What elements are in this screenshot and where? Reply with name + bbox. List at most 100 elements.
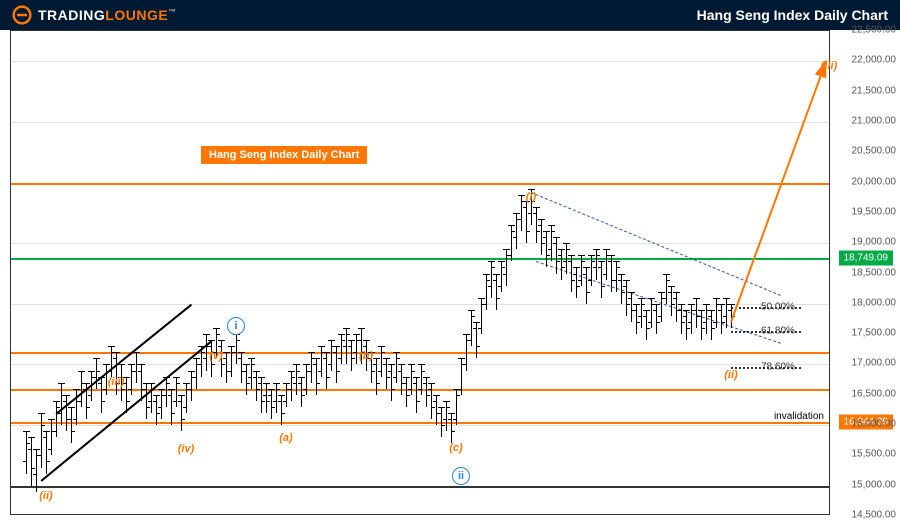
ohlc-bar (321, 346, 322, 376)
ohlc-bar (301, 377, 302, 407)
ohlc-bar (691, 304, 692, 334)
ohlc-bar (571, 255, 572, 291)
y-axis-tick: 21,000.00 (852, 115, 897, 126)
ohlc-bar (136, 352, 137, 382)
ohlc-bar (616, 261, 617, 291)
ohlc-bar (411, 364, 412, 394)
wave-label: (ii) (39, 490, 52, 502)
wave-label: (b) (359, 350, 373, 362)
horizontal-line (11, 422, 829, 424)
ohlc-bar (711, 310, 712, 340)
logo-text: TRADINGLOUNGE™ (38, 7, 177, 23)
ohlc-bar (286, 383, 287, 407)
ohlc-bar (356, 334, 357, 364)
y-axis-tick: 18,500.00 (852, 267, 897, 278)
ohlc-bar (131, 364, 132, 394)
ohlc-bar (46, 431, 47, 473)
chart-title-badge: Hang Seng Index Daily Chart (201, 146, 367, 164)
y-axis-tick: 19,500.00 (852, 206, 897, 217)
ohlc-bar (76, 389, 77, 425)
ohlc-bar (261, 377, 262, 413)
ohlc-bar (511, 225, 512, 261)
y-axis-tick: 17,000.00 (852, 358, 897, 369)
ohlc-bar (311, 352, 312, 382)
ohlc-bar (31, 437, 32, 486)
ohlc-bar (196, 358, 197, 388)
ohlc-bar (271, 389, 272, 419)
wave-label: (iii) (108, 376, 125, 388)
ohlc-bar (86, 383, 87, 419)
ohlc-bar (336, 346, 337, 382)
ohlc-bar (526, 201, 527, 243)
ohlc-bar (466, 334, 467, 370)
ohlc-bar (726, 298, 727, 328)
chart-area: Hang Seng Index Daily Chart 18,749.0916,… (10, 30, 830, 515)
ohlc-bar (206, 334, 207, 370)
ohlc-bar (631, 292, 632, 322)
ohlc-bar (501, 261, 502, 291)
gridline (11, 122, 829, 123)
ohlc-bar (331, 340, 332, 370)
ohlc-bar (156, 395, 157, 425)
ohlc-bar (436, 395, 437, 425)
y-axis-tick: 15,500.00 (852, 449, 897, 460)
ohlc-bar (671, 286, 672, 316)
ohlc-bar (576, 267, 577, 297)
ohlc-bar (621, 274, 622, 304)
ohlc-bar (646, 310, 647, 340)
ohlc-bar (306, 364, 307, 394)
ohlc-bar (141, 364, 142, 400)
ohlc-bar (251, 358, 252, 388)
ohlc-bar (346, 328, 347, 364)
ohlc-bar (716, 298, 717, 328)
ohlc-bar (641, 298, 642, 328)
header-title: Hang Seng Index Daily Chart (697, 7, 888, 23)
ohlc-bar (236, 334, 237, 364)
ohlc-bar (56, 401, 57, 437)
ohlc-bar (171, 389, 172, 425)
horizontal-line (11, 183, 829, 185)
ohlc-bar (181, 395, 182, 431)
ohlc-bar (146, 383, 147, 419)
ohlc-bar (656, 304, 657, 334)
ohlc-bar (291, 371, 292, 401)
ohlc-bar (446, 401, 447, 431)
ohlc-bar (276, 383, 277, 413)
logo-icon (12, 5, 32, 25)
wave-label: (c) (449, 442, 462, 454)
ohlc-bar (256, 371, 257, 401)
ohlc-bar (431, 383, 432, 419)
ohlc-bar (41, 413, 42, 468)
ohlc-bar (151, 383, 152, 413)
ohlc-bar (201, 346, 202, 376)
ohlc-bar (626, 280, 627, 316)
ohlc-bar (231, 346, 232, 376)
ohlc-bar (546, 231, 547, 267)
ohlc-bar (101, 377, 102, 413)
ohlc-bar (696, 298, 697, 328)
ohlc-bar (676, 292, 677, 322)
y-axis-tick: 19,000.00 (852, 237, 897, 248)
logo: TRADINGLOUNGE™ (12, 5, 177, 25)
wave-label: (i) (526, 191, 536, 203)
ohlc-bar (601, 261, 602, 297)
ohlc-bar (541, 219, 542, 255)
ohlc-bar (191, 371, 192, 401)
ohlc-bar (91, 371, 92, 401)
ohlc-bar (721, 304, 722, 334)
ohlc-bar (556, 237, 557, 273)
ohlc-bar (456, 389, 457, 425)
ohlc-bar (266, 383, 267, 413)
ohlc-bar (486, 274, 487, 310)
wave-label: (v) (209, 350, 222, 362)
ohlc-bar (636, 304, 637, 334)
ohlc-bar (451, 413, 452, 443)
ohlc-bar (651, 298, 652, 328)
y-axis-tick: 21,500.00 (852, 85, 897, 96)
ohlc-bar (246, 364, 247, 394)
ohlc-bar (351, 340, 352, 370)
y-axis-tick: 16,500.00 (852, 388, 897, 399)
ohlc-bar (596, 249, 597, 279)
ohlc-bar (51, 419, 52, 455)
ohlc-bar (326, 352, 327, 388)
